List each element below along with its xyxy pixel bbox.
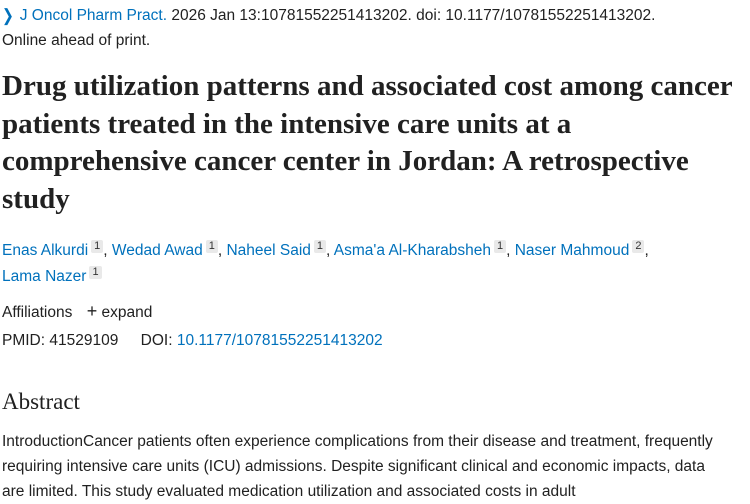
abstract-heading: Abstract [2,389,80,414]
author-link[interactable]: Enas Alkurdi [2,242,89,259]
affiliations-toggle[interactable]: Affiliations + expand [2,301,153,322]
affiliations-label: Affiliations [2,304,73,321]
author-link[interactable]: Naheel Said [226,242,311,259]
citation: ❯ J Oncol Pharm Pract. 2026 Jan 13:107815… [2,3,742,53]
author-link[interactable]: Wedad Awad [111,242,203,259]
affiliation-ref[interactable]: 1 [493,240,507,253]
publication-status: Online ahead of print. [2,32,151,49]
article-title: Drug utilization patterns and associated… [2,70,733,215]
affiliation-ref[interactable]: 1 [91,240,104,253]
pmid-label: PMID: [2,332,46,349]
pmid-value: 41529109 [49,332,119,349]
expand-label: expand [101,304,153,321]
doi-link[interactable]: 10.1177/10781552251413202 [176,332,383,349]
affiliation-ref[interactable]: 1 [313,240,327,253]
affiliation-ref[interactable]: 1 [205,240,218,253]
chevron-right-icon[interactable]: ❯ [2,5,14,25]
author-link[interactable]: Asma'a Al-Kharabsheh [333,242,491,259]
author-link[interactable]: Naser Mahmoud [514,242,630,259]
article-ids: PMID: 41529109 DOI: 10.1177/107815522514… [2,332,383,350]
plus-icon: + [86,301,98,321]
doi-label: DOI: [140,332,173,349]
author-list: Enas Alkurdi 1, Wedad Awad 1, Naheel Said 1… [2,240,649,285]
abstract-text: IntroductionCancer patients often experi… [2,433,713,500]
citation-details: 2026 Jan 13:10781552251413202. doi: 10.1… [167,7,656,24]
affiliation-ref[interactable]: 2 [632,240,645,253]
author-link[interactable]: Lama Nazer [2,268,87,285]
journal-link[interactable]: J Oncol Pharm Pract. [19,7,168,24]
affiliation-ref[interactable]: 1 [89,266,102,279]
